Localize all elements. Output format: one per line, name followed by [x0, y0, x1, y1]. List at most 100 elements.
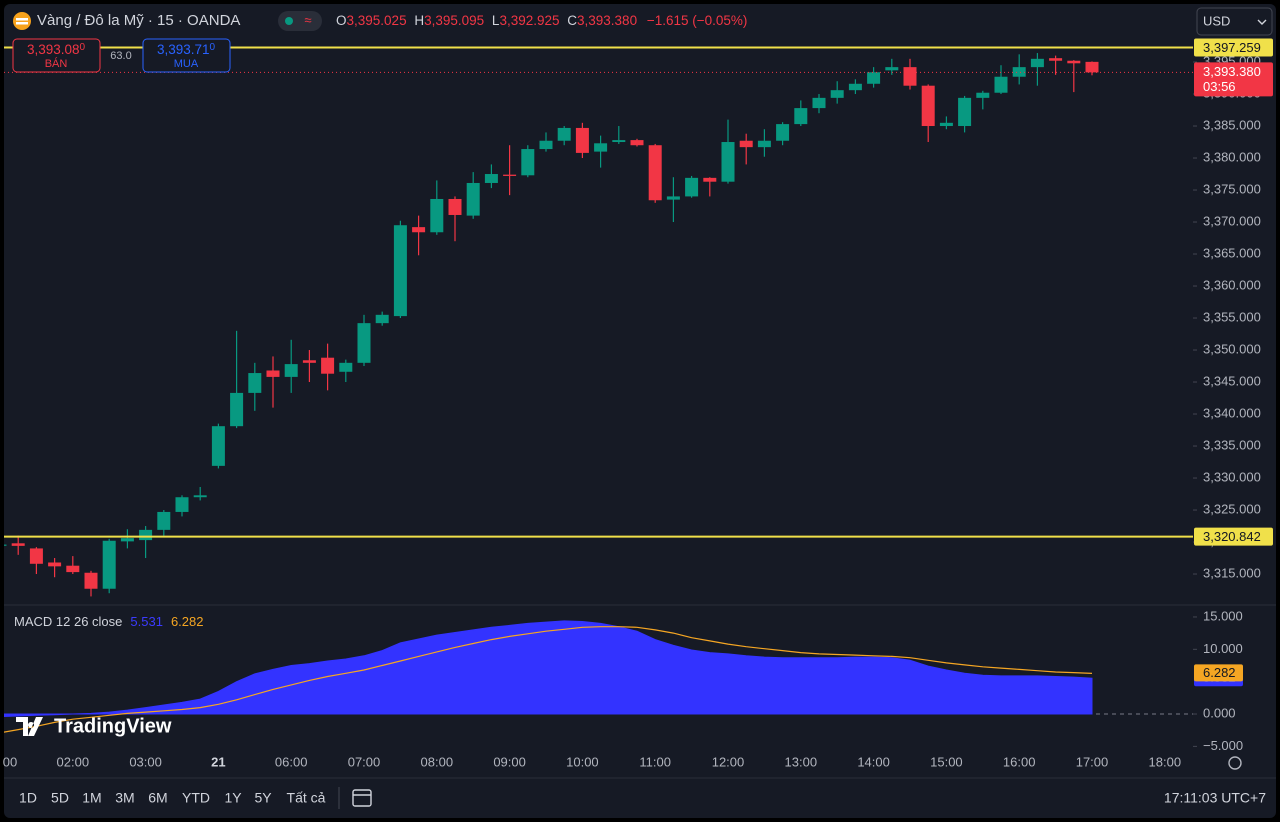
candle-body: [921, 85, 935, 127]
price-line-label: 3,397.259: [1203, 40, 1261, 55]
y-tick-label: 3,385.000: [1203, 117, 1261, 132]
ohlc-value: 3,392.925: [499, 13, 559, 28]
candle-body: [976, 92, 990, 98]
candle-body: [84, 572, 98, 589]
sell-price: 3,393.080: [27, 42, 86, 57]
range-button[interactable]: 5D: [51, 790, 69, 806]
range-button[interactable]: 1M: [82, 790, 101, 806]
range-button[interactable]: 6M: [148, 790, 167, 806]
y-tick-label: 3,330.000: [1203, 469, 1261, 484]
ohlc-key: L: [492, 13, 500, 28]
candle-body: [1085, 61, 1099, 73]
candle-body: [521, 149, 535, 176]
value-badge: [1194, 664, 1243, 682]
candle-body: [448, 198, 462, 215]
candle-body: [357, 323, 371, 363]
ohlc-key: H: [414, 13, 424, 28]
range-button[interactable]: 1D: [19, 790, 37, 806]
buy-price-main: 3,393.71: [157, 42, 210, 57]
candle-body: [939, 122, 953, 127]
candle-body: [157, 511, 171, 530]
candle-body: [1067, 60, 1081, 64]
value-badge-label: 6.282: [1203, 665, 1236, 680]
candle-body: [1030, 58, 1044, 68]
candle-body: [630, 140, 644, 146]
range-button[interactable]: 3M: [115, 790, 134, 806]
candle-body: [248, 373, 262, 393]
candle-body: [703, 177, 717, 182]
y-tick-label: 3,350.000: [1203, 341, 1261, 356]
ohlc-value: 3,393.380: [577, 13, 637, 28]
header: Vàng / Đô la Mỹ · 15 · OANDA ≈ O3,395.02…: [13, 7, 1273, 36]
y-tick-label: 3,315.000: [1203, 565, 1261, 580]
macd-legend: MACD 12 26 close 5.531 6.282: [14, 614, 203, 629]
ohlc-change: −1.615 (−0.05%): [647, 13, 748, 28]
candle-body: [4, 544, 7, 546]
candle-body: [757, 140, 771, 148]
y-tick-label: 10.000: [1203, 641, 1243, 656]
candle-body: [1012, 67, 1026, 77]
buy-price-sup: 0: [210, 42, 216, 53]
candle-body: [867, 72, 881, 84]
sell-price-sup: 0: [80, 42, 86, 53]
ohlc-key: C: [567, 13, 577, 28]
range-button[interactable]: 1Y: [224, 790, 242, 806]
candle-body: [29, 548, 43, 564]
candle-body: [503, 174, 517, 176]
candle-body: [66, 565, 80, 573]
chart-background: [4, 4, 1276, 818]
candle-body: [848, 83, 862, 91]
macd-title: MACD 12 26 close: [14, 614, 122, 629]
signal-value: 6.282: [171, 614, 204, 629]
x-tick-label: 11:00: [639, 754, 671, 769]
range-button[interactable]: 5Y: [254, 790, 272, 806]
candle-body: [375, 314, 389, 324]
currency-label: USD: [1203, 13, 1230, 28]
candle-body: [139, 529, 153, 541]
candle-body: [321, 357, 335, 374]
candle-body: [193, 495, 207, 498]
candle-body: [1049, 58, 1063, 61]
candle-body: [120, 538, 134, 542]
candle-body: [284, 364, 298, 377]
y-tick-label: 15.000: [1203, 608, 1243, 623]
candle-body: [721, 142, 735, 182]
price-line-badge: [1194, 527, 1273, 546]
buy-label: MUA: [174, 58, 199, 70]
status-pill[interactable]: [278, 11, 322, 31]
x-tick-label: 12:00: [712, 754, 745, 769]
buy-button[interactable]: [142, 38, 231, 73]
signal-line: [4, 626, 1093, 733]
candle-body: [266, 370, 280, 377]
candle-body: [339, 362, 353, 372]
candle-body: [412, 227, 426, 233]
x-tick-label: 16:00: [1003, 754, 1036, 769]
candle-body: [302, 360, 316, 363]
range-button[interactable]: Tất cả: [287, 790, 326, 806]
candle-body: [994, 76, 1008, 93]
y-tick-label: 3,360.000: [1203, 277, 1261, 292]
clock: 17:11:03 UTC+7: [1164, 790, 1266, 806]
macd-area: [4, 620, 1093, 717]
goto-date-icon[interactable]: [352, 789, 372, 807]
candle-body: [484, 174, 498, 183]
candle-body: [11, 543, 25, 546]
logo-text: TradingView: [54, 715, 172, 737]
last-price-label: 3,393.380: [1203, 64, 1261, 79]
range-button[interactable]: YTD: [182, 790, 210, 806]
symbol-title[interactable]: Vàng / Đô la Mỹ · 15 · OANDA: [37, 12, 240, 29]
x-tick-label: 13:00: [785, 754, 818, 769]
last-price-badge: [1194, 62, 1273, 97]
sell-price-main: 3,393.08: [27, 42, 80, 57]
candle-body: [48, 562, 62, 567]
currency-select[interactable]: [1196, 7, 1273, 36]
candle-body: [885, 67, 899, 71]
countdown: 03:56: [1203, 79, 1236, 94]
sell-button[interactable]: [12, 38, 101, 73]
x-tick-label: 18:00: [1149, 754, 1182, 769]
settings-icon[interactable]: [1228, 756, 1242, 770]
x-tick-label: 00: [3, 754, 17, 769]
candle-body: [102, 540, 116, 589]
x-tick-label: 03:00: [129, 754, 162, 769]
x-tick-label: 10:00: [566, 754, 599, 769]
